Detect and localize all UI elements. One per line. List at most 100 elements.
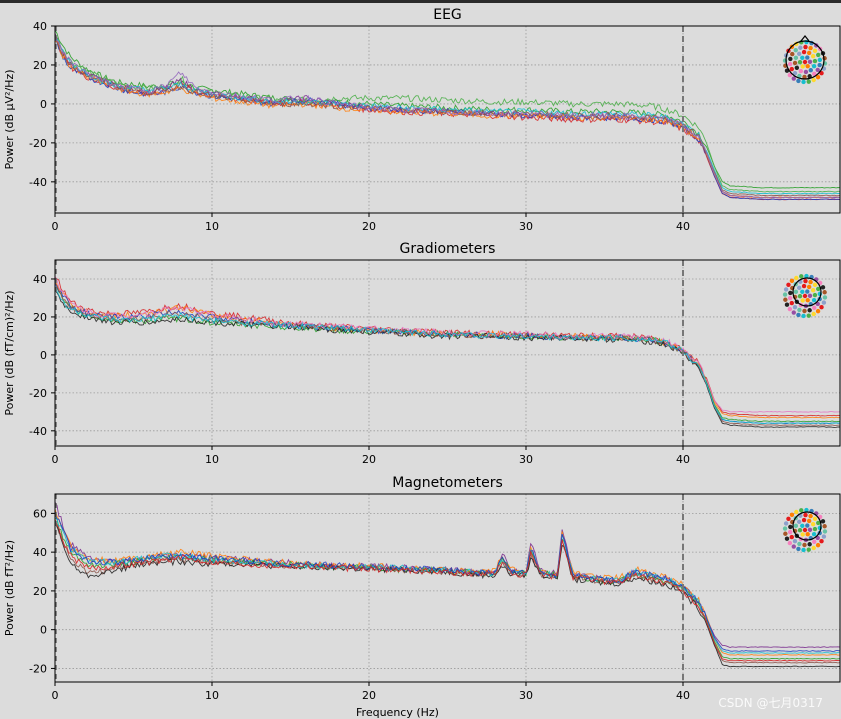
sensor-dot (797, 60, 803, 65)
sensor-dot (815, 308, 821, 314)
sensor-dot (796, 78, 801, 84)
x-tick-label: 0 (52, 453, 59, 466)
sensor-dot (816, 520, 821, 526)
head-outline (785, 40, 825, 80)
sensor-dot (816, 52, 821, 58)
sensor-dot (808, 513, 813, 519)
sensor-dot (798, 45, 803, 50)
sensor-dot (811, 77, 816, 83)
x-axis-label: Frequency (Hz) (356, 706, 439, 719)
sensor-dot (796, 312, 801, 318)
series-line (55, 34, 840, 199)
x-tick-label: 30 (519, 220, 533, 233)
sensor-dot (797, 519, 802, 525)
series-group (55, 29, 840, 201)
sensor-dot (819, 539, 824, 544)
sensor-dot (788, 56, 793, 62)
series-line (55, 513, 840, 652)
sensor-dot (802, 542, 807, 548)
y-tick-label: 40 (33, 273, 47, 286)
sensor-dot (787, 295, 793, 301)
series-line (55, 37, 840, 195)
sensor-dot (804, 507, 809, 513)
series-group (55, 501, 840, 668)
sensor-dot (807, 293, 813, 298)
sensor-dot (815, 67, 820, 73)
x-tick-label: 40 (676, 453, 690, 466)
series-line (55, 39, 840, 199)
panel-title: Gradiometers (400, 241, 496, 257)
y-axis-label: Power (dB µV²/Hz) (3, 69, 16, 169)
sensor-dot (787, 529, 793, 535)
sensor-dot (811, 297, 817, 303)
sensor-dot (801, 517, 807, 523)
sensor-dot (805, 298, 810, 303)
sensor-dot (783, 531, 788, 536)
sensor-dot (789, 300, 794, 306)
sensor-dot (804, 273, 809, 279)
sensor-dot (787, 540, 793, 546)
sensor-dot (793, 289, 799, 295)
sensor-dot (815, 74, 821, 80)
sensor-dot (787, 61, 793, 67)
sensor-dot (820, 285, 826, 290)
sensor-dot (797, 294, 803, 299)
sensor-dot (812, 58, 818, 64)
sensor-dot (796, 546, 801, 552)
sensor-dot (792, 538, 798, 544)
series-line (55, 285, 840, 425)
head-outline (792, 277, 822, 307)
y-tick-label: 40 (33, 546, 47, 559)
sensor-head-legend-icon (782, 273, 828, 319)
sensor-dot (801, 79, 806, 85)
sensor-dot (812, 539, 817, 545)
sensor-dot (797, 528, 803, 533)
sensor-dot (794, 509, 799, 515)
axes-frame (54, 25, 841, 214)
sensor-dot (802, 527, 808, 533)
sensor-dot (821, 300, 827, 305)
sensor-head-legend-icon (782, 507, 828, 553)
sensor-dot (806, 518, 812, 524)
series-line (55, 521, 840, 668)
sensor-dot (786, 516, 791, 521)
head-outline (792, 511, 822, 541)
sensor-dot (819, 305, 824, 310)
sensor-dot (783, 297, 788, 302)
x-tick-label: 40 (676, 689, 690, 702)
sensor-dot (806, 313, 811, 318)
sensor-dot (797, 285, 802, 291)
head-nose (800, 35, 810, 42)
series-line (55, 519, 840, 662)
sensor-dot (808, 279, 813, 285)
sensor-dot (812, 526, 818, 532)
sensor-dot (798, 68, 804, 74)
sensor-dot (817, 57, 823, 63)
sensor-dot (805, 64, 810, 69)
sensor-dot (805, 523, 810, 528)
sensor-dot (811, 545, 816, 551)
sensor-dot (800, 523, 805, 528)
x-tick-label: 30 (519, 689, 533, 702)
sensor-dot (806, 284, 812, 290)
sensor-dot (789, 66, 794, 72)
sensor-dot (819, 71, 824, 76)
sensor-dot (791, 544, 796, 549)
sensor-dot (820, 519, 826, 524)
sensor-dot (802, 74, 807, 80)
sensor-dot (801, 49, 807, 55)
sensor-dot (792, 60, 798, 66)
sensor-dot (782, 292, 788, 297)
sensor-dot (807, 527, 813, 532)
sensor-dot (810, 54, 816, 59)
sensor-dot (800, 289, 805, 294)
sensor-dot (821, 534, 827, 539)
sensor-dot (786, 282, 791, 287)
chart-panel: 0 10 20 30 40 40 20 0 -20 -40 Gradiometers Power (d… (3, 241, 841, 466)
sensor-dot (803, 44, 808, 50)
sensor-dot (815, 542, 821, 548)
sensor-dot (782, 526, 788, 531)
sensor-dot (812, 305, 817, 311)
y-tick-label: 0 (40, 98, 47, 111)
sensor-dot (799, 508, 804, 513)
